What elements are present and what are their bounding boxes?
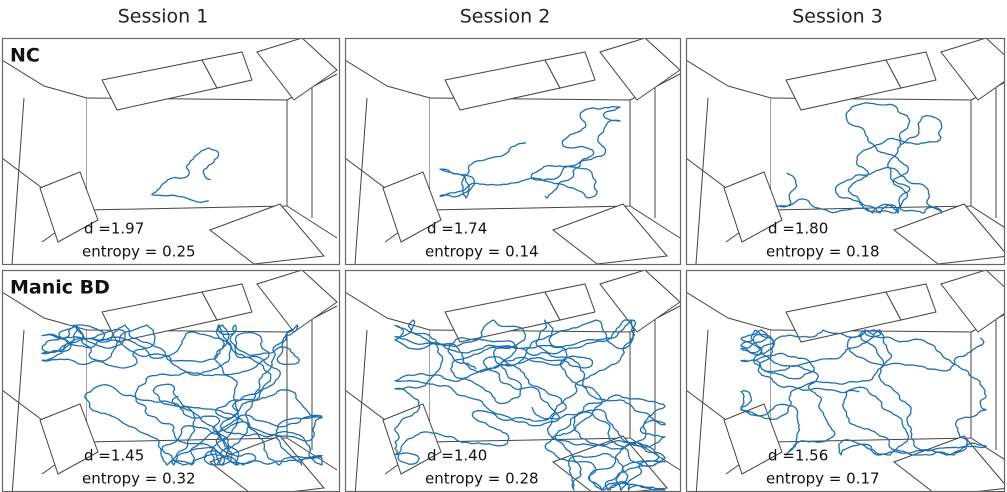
furniture — [257, 38, 337, 100]
panel-content — [345, 38, 680, 264]
panel: Manic BD d =1.45 entropy = 0.32 — [2, 270, 340, 492]
entropy-label: entropy = 0.18 — [766, 243, 880, 261]
panel-content — [2, 270, 337, 492]
panel: NC d =1.97 entropy = 0.25 — [2, 38, 340, 265]
wall-line — [87, 98, 287, 210]
panel: d =1.40 entropy = 0.28 — [345, 270, 681, 492]
entropy-label: entropy = 0.14 — [425, 243, 539, 261]
row-label: NC — [10, 45, 40, 67]
column-header: Session 3 — [792, 6, 883, 28]
entropy-label: entropy = 0.25 — [82, 243, 196, 261]
distance-label: d =1.80 — [768, 220, 828, 238]
panel: d =1.74 entropy = 0.14 — [345, 38, 681, 265]
panel-content — [686, 270, 1007, 492]
distance-label: d =1.74 — [427, 220, 487, 238]
figure: Session 1 Session 2 Session 3 NC d =1.97 entr… — [0, 0, 1007, 492]
entropy-label: entropy = 0.17 — [766, 470, 880, 488]
furniture — [257, 270, 337, 332]
furniture — [941, 270, 1007, 332]
furniture — [600, 38, 680, 100]
distance-label: d =1.45 — [84, 447, 144, 465]
panel-content — [686, 38, 1007, 264]
distance-label: d =1.40 — [427, 447, 487, 465]
furniture — [894, 204, 1007, 264]
panel-content — [2, 38, 337, 264]
distance-label: d =1.97 — [84, 220, 144, 238]
panel: d =1.56 entropy = 0.17 — [686, 270, 1007, 492]
furniture — [894, 436, 1007, 492]
wall-line — [771, 330, 971, 442]
furniture — [210, 204, 324, 264]
column-header: Session 1 — [118, 6, 209, 28]
furniture — [941, 38, 1007, 100]
distance-label: d =1.56 — [768, 447, 828, 465]
panel: d =1.80 entropy = 0.18 — [686, 38, 1007, 265]
entropy-label: entropy = 0.32 — [82, 470, 196, 488]
row-label: Manic BD — [10, 277, 110, 299]
furniture — [553, 204, 667, 264]
wall-line — [771, 98, 971, 210]
panel-content — [345, 270, 680, 492]
column-header: Session 2 — [460, 6, 551, 28]
entropy-label: entropy = 0.28 — [425, 470, 539, 488]
furniture — [600, 270, 680, 332]
wall-line — [430, 98, 630, 210]
